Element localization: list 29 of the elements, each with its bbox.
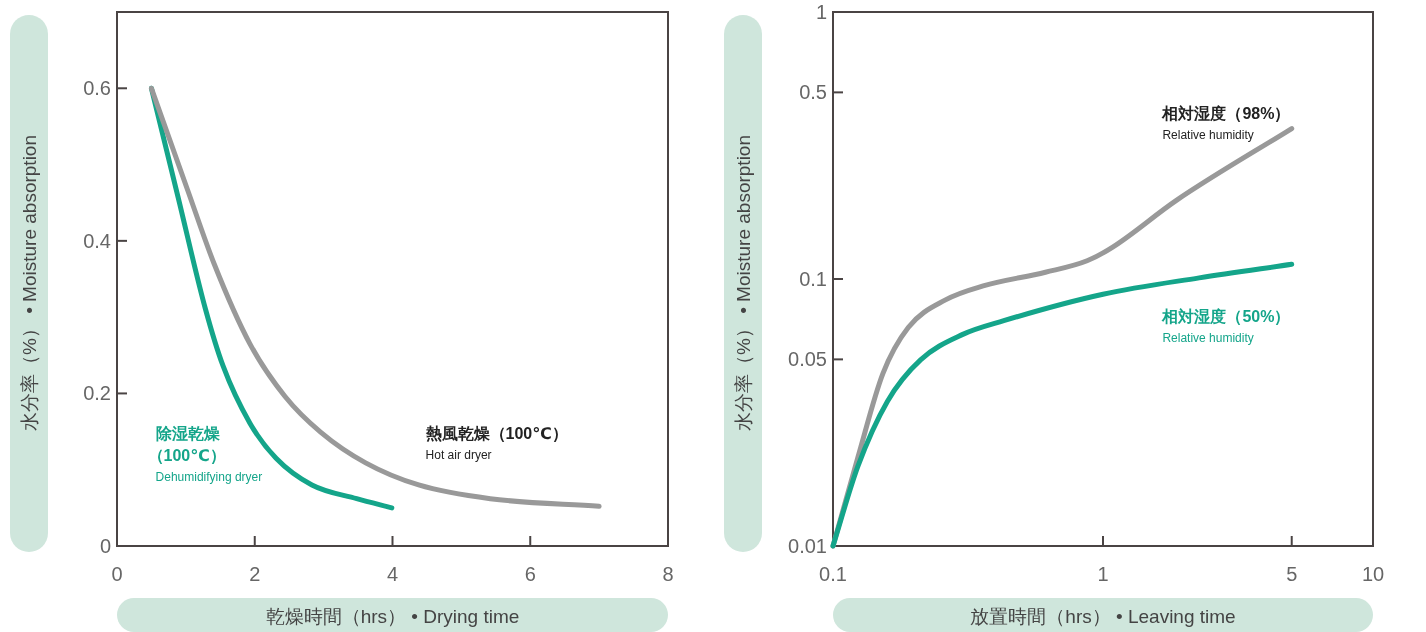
- annotation: Hot air dryer: [425, 448, 492, 463]
- series-label: 相対湿度（50%）: [1161, 306, 1291, 326]
- y-axis-title: 水分率（%） • Moisture absorption: [18, 135, 40, 431]
- y-tick-label: 0.4: [83, 229, 111, 252]
- x-tick-label: 10: [1361, 563, 1385, 585]
- x-axis-title: 乾燥時間（hrs） • Drying time: [265, 605, 520, 627]
- y-tick-label: 1: [815, 1, 827, 23]
- y-tick-label: 0.2: [83, 382, 111, 405]
- x-tick-label: 5: [1286, 563, 1298, 585]
- series-label: 相対湿度（98%）: [1161, 103, 1291, 123]
- x-tick-label: 8: [662, 563, 674, 585]
- y-tick-label: 0.05: [788, 348, 827, 371]
- annotation: Relative humidity: [1162, 127, 1254, 142]
- y-axis-title: 水分率（%） • Moisture absorption: [732, 135, 754, 431]
- y-tick-label: 0.1: [799, 268, 827, 290]
- x-tick-label: 4: [386, 563, 399, 585]
- text: 熱風乾燥（100℃）: [424, 425, 568, 444]
- y-tick-label: 0.01: [788, 535, 827, 557]
- x-tick-label: 2: [249, 563, 261, 585]
- annotation: Dehumidifying dryer: [155, 470, 263, 485]
- y-tick-label: 0: [99, 535, 111, 557]
- x-tick-label: 1: [1097, 563, 1109, 585]
- x-tick-label: 0.1: [819, 563, 847, 585]
- x-axis-title: 放置時間（hrs） • Leaving time: [970, 605, 1236, 627]
- annotation: Relative humidity: [1162, 330, 1254, 345]
- x-tick-label: 6: [524, 563, 536, 585]
- y-tick-label: 0.5: [799, 81, 827, 104]
- y-tick-label: 0.6: [83, 77, 111, 100]
- series-label: 除湿乾燥（100℃）: [147, 425, 226, 466]
